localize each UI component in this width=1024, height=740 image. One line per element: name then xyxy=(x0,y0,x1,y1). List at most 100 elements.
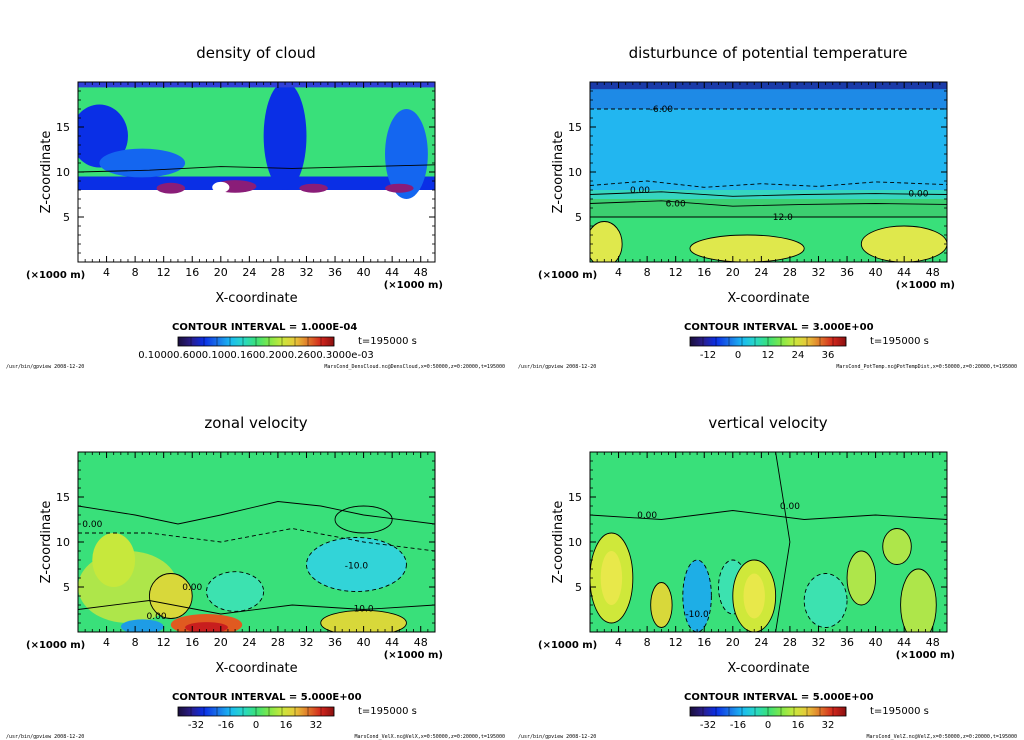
field-upper xyxy=(590,109,947,190)
y-tick-label: 5 xyxy=(575,581,582,594)
x-axis-label: X-coordinate xyxy=(727,291,809,306)
y-tick-label: 10 xyxy=(568,166,582,179)
colorbar-label: 36 xyxy=(822,350,835,361)
field-layer xyxy=(78,452,435,632)
colorbar-label: 32 xyxy=(310,720,323,731)
x-unit-left: (×1000 m) xyxy=(538,640,597,651)
contour-label: -6.00 xyxy=(650,105,674,115)
x-tick-label: 44 xyxy=(897,266,911,279)
field-cloud-base xyxy=(78,176,435,190)
contour-label: 0.00 xyxy=(908,190,928,200)
x-tick-label: 32 xyxy=(811,636,825,649)
field-blue-patch xyxy=(99,148,186,178)
footer-right: MarsCond_VelX.nc@VelX,x=0:50000,z=0:2000… xyxy=(354,734,505,740)
x-tick-label: 32 xyxy=(299,266,313,279)
colorbar-label: 32 xyxy=(822,720,835,731)
x-tick-label: 24 xyxy=(754,636,768,649)
field-layer xyxy=(590,82,947,262)
y-tick-label: 10 xyxy=(56,166,70,179)
x-unit-right: (×1000 m) xyxy=(896,280,955,291)
x-tick-label: 20 xyxy=(214,636,228,649)
x-axis-label: X-coordinate xyxy=(727,661,809,676)
x-tick-label: 44 xyxy=(385,266,399,279)
y-tick-label: 5 xyxy=(575,211,582,224)
field-strat xyxy=(590,190,947,199)
field-negative xyxy=(803,573,848,628)
panel-density-of-cloud: density of cloud 4 8 12 16 20 24 28 32 36 40 44 48 5 1… xyxy=(0,0,512,370)
colorbar-label: -32 xyxy=(188,720,204,731)
time-label: t=195000 s xyxy=(358,706,417,717)
x-tick-label: 8 xyxy=(644,636,651,649)
x-tick-label: 44 xyxy=(897,636,911,649)
x-unit-left: (×1000 m) xyxy=(26,640,85,651)
x-tick-label: 32 xyxy=(299,636,313,649)
panel-zonal-velocity: zonal velocity 0.00 0.00 0.00 -10.0 10.0 4 8 12 1… xyxy=(0,370,512,740)
field-closed xyxy=(334,505,393,534)
x-tick-label: 8 xyxy=(132,636,139,649)
x-tick-label: 12 xyxy=(669,636,683,649)
x-tick-label: 12 xyxy=(157,636,171,649)
x-tick-label: 16 xyxy=(697,266,711,279)
footer-left: /usr/bin/gpview 2008-12-20 xyxy=(518,364,596,370)
x-unit-left: (×1000 m) xyxy=(26,270,85,281)
contour-label: 0.00 xyxy=(182,583,202,593)
y-axis-label: Z-coordinate xyxy=(39,131,54,214)
footer-right: MarsCond_PotTemp.nc@PotTempDist,x=0:5000… xyxy=(836,364,1017,370)
y-axis-label: Z-coordinate xyxy=(551,131,566,214)
y-tick-label: 10 xyxy=(56,536,70,549)
colorbar-label: -32 xyxy=(700,720,716,731)
x-tick-label: 24 xyxy=(242,266,256,279)
contour-interval: CONTOUR INTERVAL = 5.000E+00 xyxy=(684,692,874,703)
footer-right: MarsCond_DensCloud.nc@DensCloud,x=0:5000… xyxy=(324,364,505,370)
contour-line xyxy=(78,528,435,552)
colorbar-label: 0 xyxy=(735,350,741,361)
field-positive xyxy=(650,582,673,628)
x-tick-label: 8 xyxy=(644,266,651,279)
x-tick-label: 32 xyxy=(811,266,825,279)
colorbar-label: 16 xyxy=(280,720,293,731)
panel-potential-temperature: disturbunce of potential temperature -6.0… xyxy=(512,0,1024,370)
x-tick-label: 28 xyxy=(783,266,797,279)
contour-label: 0.00 xyxy=(780,502,800,512)
field-negative xyxy=(306,537,407,592)
x-tick-label: 36 xyxy=(840,636,854,649)
field-negative xyxy=(682,559,712,632)
field-warm xyxy=(590,221,623,262)
x-tick-label: 16 xyxy=(697,636,711,649)
chart-svg: disturbunce of potential temperature -6.0… xyxy=(518,44,1017,370)
x-tick-label: 28 xyxy=(271,636,285,649)
field-cloud-edge xyxy=(156,182,186,194)
contour-label: 12.0 xyxy=(773,213,793,223)
x-tick-label: 8 xyxy=(132,266,139,279)
chart-title: disturbunce of potential temperature xyxy=(629,44,908,62)
x-tick-label: 40 xyxy=(869,636,883,649)
contour-interval: CONTOUR INTERVAL = 3.000E+00 xyxy=(684,322,874,333)
x-tick-label: 4 xyxy=(103,636,110,649)
x-unit-right: (×1000 m) xyxy=(384,280,443,291)
field-strong-positive xyxy=(185,622,228,632)
contour-line xyxy=(590,180,947,188)
field-cloud-edge xyxy=(385,183,414,193)
field-strong-negative xyxy=(120,619,164,632)
x-tick-label: 20 xyxy=(214,266,228,279)
contour-line xyxy=(590,200,947,207)
field-blue-patch xyxy=(78,104,128,168)
y-tick-label: 5 xyxy=(63,211,70,224)
contour-label: 0.00 xyxy=(147,612,167,622)
y-tick-label: 15 xyxy=(56,491,70,504)
x-tick-label: 4 xyxy=(615,636,622,649)
chart-title: density of cloud xyxy=(196,44,316,62)
field-top-edge xyxy=(590,82,947,90)
y-tick-label: 15 xyxy=(568,121,582,134)
x-tick-label: 44 xyxy=(385,636,399,649)
x-tick-label: 36 xyxy=(840,266,854,279)
field-positive xyxy=(743,573,765,619)
contour-line xyxy=(78,600,435,615)
x-axis-label: X-coordinate xyxy=(215,661,297,676)
contour-line xyxy=(78,501,435,525)
field-layer xyxy=(590,452,947,632)
x-tick-label: 40 xyxy=(869,266,883,279)
field-cloud-gap xyxy=(212,181,230,193)
